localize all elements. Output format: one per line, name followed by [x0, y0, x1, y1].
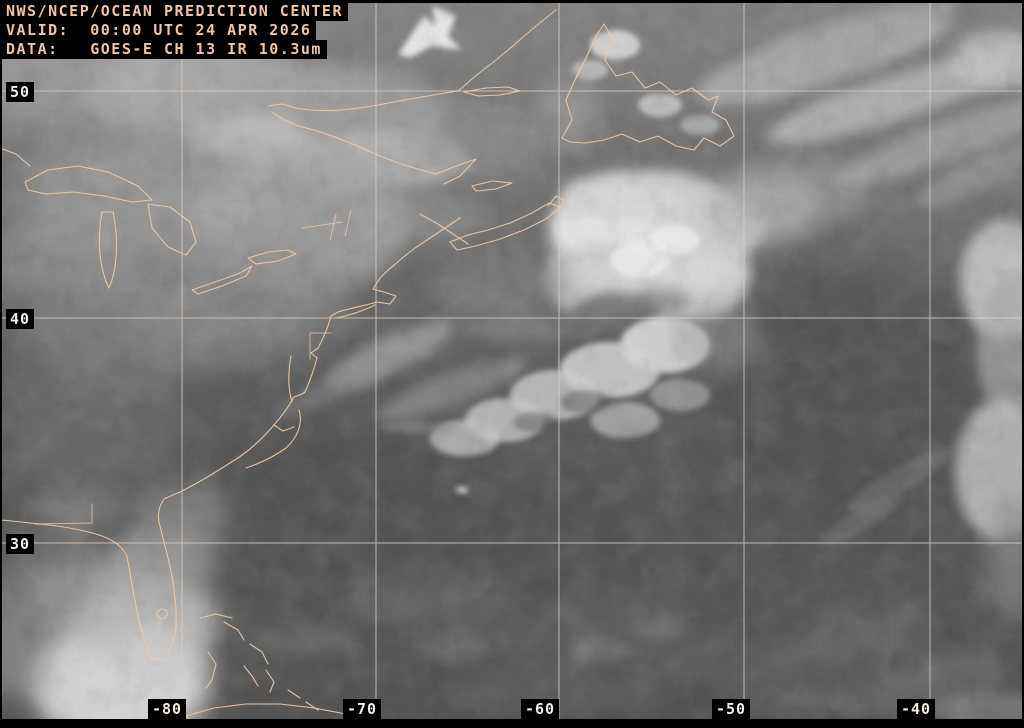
lon-label-50w: -50: [712, 699, 751, 719]
lon-label-70w: -70: [343, 699, 382, 719]
lat-label-50n: 50: [6, 82, 35, 102]
valid-time-line: VALID: 00:00 UTC 24 APR 2026: [0, 21, 317, 40]
lon-label-80w: -80: [148, 699, 187, 719]
lon-label-40w: -40: [897, 699, 936, 719]
lon-label-60w: -60: [521, 699, 560, 719]
data-source-line: DATA: GOES-E CH 13 IR 10.3um: [0, 40, 327, 59]
lat-label-30n: 30: [6, 534, 35, 554]
lat-label-40n: 40: [6, 309, 35, 329]
product-title: NWS/NCEP/OCEAN PREDICTION CENTER: [0, 2, 348, 21]
